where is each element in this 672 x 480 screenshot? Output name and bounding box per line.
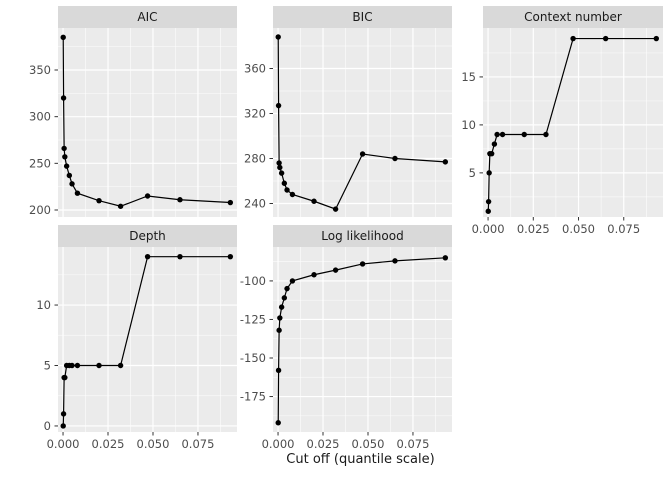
x-axis-title: Cut off (quantile scale) (286, 452, 435, 467)
facet-strip-aic: AIC (58, 6, 237, 28)
svg-text:0.075: 0.075 (181, 437, 214, 451)
svg-text:10: 10 (36, 298, 51, 312)
facet-strip-bic: BIC (273, 6, 452, 28)
svg-text:-125: -125 (240, 312, 266, 326)
svg-text:15: 15 (461, 70, 476, 84)
svg-text:-175: -175 (240, 390, 266, 404)
svg-text:350: 350 (29, 63, 51, 77)
svg-text:-150: -150 (240, 351, 266, 365)
svg-text:0.075: 0.075 (607, 222, 640, 236)
svg-text:200: 200 (29, 203, 51, 217)
facet-plot-log-likelihood: -175 -150 -125 -100 0.000 0.025 0.050 0.075 (240, 247, 452, 451)
svg-text:240: 240 (244, 197, 266, 211)
svg-text:0.025: 0.025 (92, 437, 125, 451)
facet-strip-log-likelihood: Log likelihood (273, 225, 452, 247)
facet-plot-bic: 240 280 320 360 (244, 28, 452, 217)
facet-plot-aic: 200 250 300 350 (29, 28, 237, 217)
svg-text:300: 300 (29, 110, 51, 124)
svg-text:360: 360 (244, 62, 266, 76)
svg-text:320: 320 (244, 107, 266, 121)
svg-text:0.025: 0.025 (517, 222, 550, 236)
svg-text:250: 250 (29, 156, 51, 170)
facet-plot-context-number: 5 10 15 0.000 0.025 0.050 0.075 (461, 28, 663, 236)
facet-strip-depth: Depth (58, 225, 237, 247)
svg-text:5: 5 (44, 358, 51, 372)
svg-text:0.075: 0.075 (396, 437, 429, 451)
svg-text:0.000: 0.000 (262, 437, 295, 451)
svg-text:0.025: 0.025 (307, 437, 340, 451)
svg-text:0.050: 0.050 (562, 222, 595, 236)
facet-bic: BIC 240 280 320 360 (228, 6, 452, 249)
svg-text:10: 10 (461, 118, 476, 132)
facet-depth: Depth 0 5 10 0.000 0.025 0.050 0.075 (13, 225, 237, 464)
facet-context-number: Context number 5 10 15 0.000 0.025 0.050 0.075 (438, 6, 663, 249)
svg-text:0.000: 0.000 (472, 222, 505, 236)
facet-aic: AIC 200 250 300 350 (13, 6, 237, 249)
facet-plot-depth: 0 5 10 0.000 0.025 0.050 0.075 (36, 247, 237, 451)
svg-text:0.050: 0.050 (352, 437, 385, 451)
svg-text:5: 5 (469, 166, 476, 180)
svg-text:0.050: 0.050 (137, 437, 170, 451)
svg-text:280: 280 (244, 152, 266, 166)
svg-text:-100: -100 (240, 274, 266, 288)
facet-strip-context-number: Context number (483, 6, 663, 28)
svg-text:0: 0 (44, 419, 51, 433)
facet-log-likelihood: Log likelihood -175 -150 -125 -100 0.000 0.02… (228, 225, 452, 464)
svg-text:0.000: 0.000 (47, 437, 80, 451)
